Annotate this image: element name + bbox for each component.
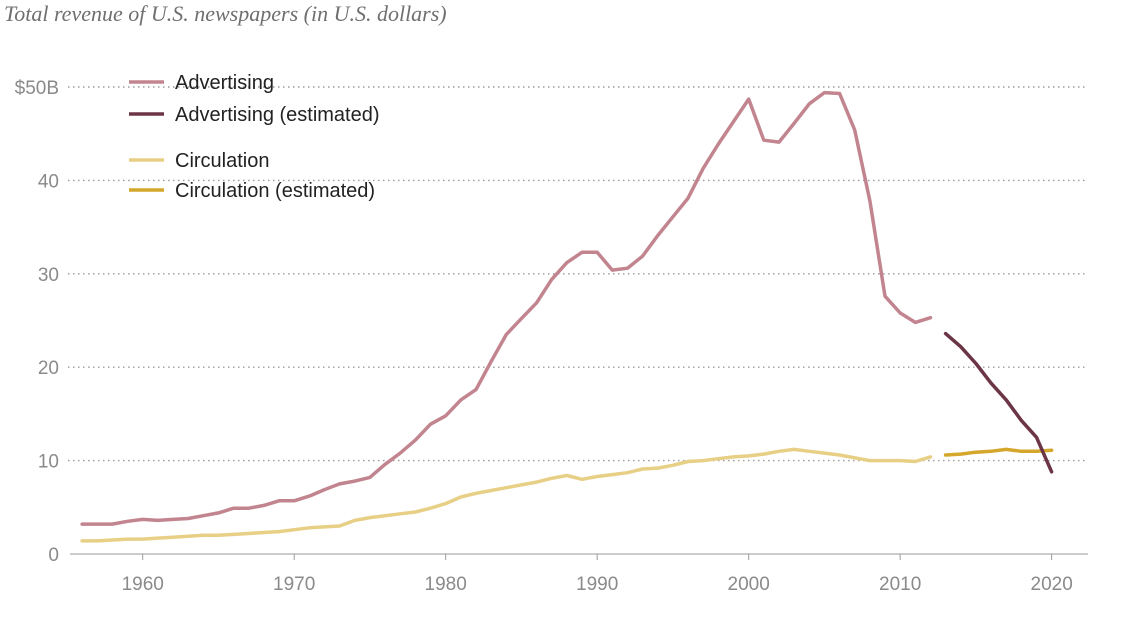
y-tick-label: 20	[38, 358, 59, 379]
chart-title: Total revenue of U.S. newspapers (in U.S…	[4, 1, 447, 26]
x-tick-label: 2000	[728, 574, 770, 595]
y-axis-ticks: 0 10 20 30 40 $50B	[15, 78, 59, 566]
y-tick-label: 0	[48, 545, 59, 566]
y-tick-label: 30	[38, 265, 59, 286]
x-tick-label: 1960	[122, 574, 164, 595]
y-tick-label: 10	[38, 452, 59, 473]
x-tick-label: 2020	[1031, 574, 1073, 595]
series-line-3	[80, 447, 933, 543]
legend-label: Circulation	[175, 150, 269, 172]
series-lines	[80, 90, 1054, 543]
x-tick-label: 1980	[425, 574, 467, 595]
series-line-1	[80, 90, 933, 526]
gridlines	[68, 86, 1088, 462]
series-line-4	[943, 447, 1054, 457]
legend: Advertising Advertising (estimated) Circul…	[129, 72, 380, 202]
x-tick-label: 1970	[273, 574, 315, 595]
legend-label: Circulation (estimated)	[175, 180, 375, 202]
legend-label: Advertising	[175, 72, 274, 94]
series-line-2	[943, 331, 1054, 474]
x-tick-label: 2010	[879, 574, 921, 595]
x-tick-label: 1990	[576, 574, 618, 595]
x-axis: 1960 1970 1980 1990 2000 2010 2020	[70, 553, 1088, 595]
y-tick-label: $50B	[15, 78, 59, 99]
y-tick-label: 40	[38, 171, 59, 192]
legend-label: Advertising (estimated)	[175, 104, 380, 126]
